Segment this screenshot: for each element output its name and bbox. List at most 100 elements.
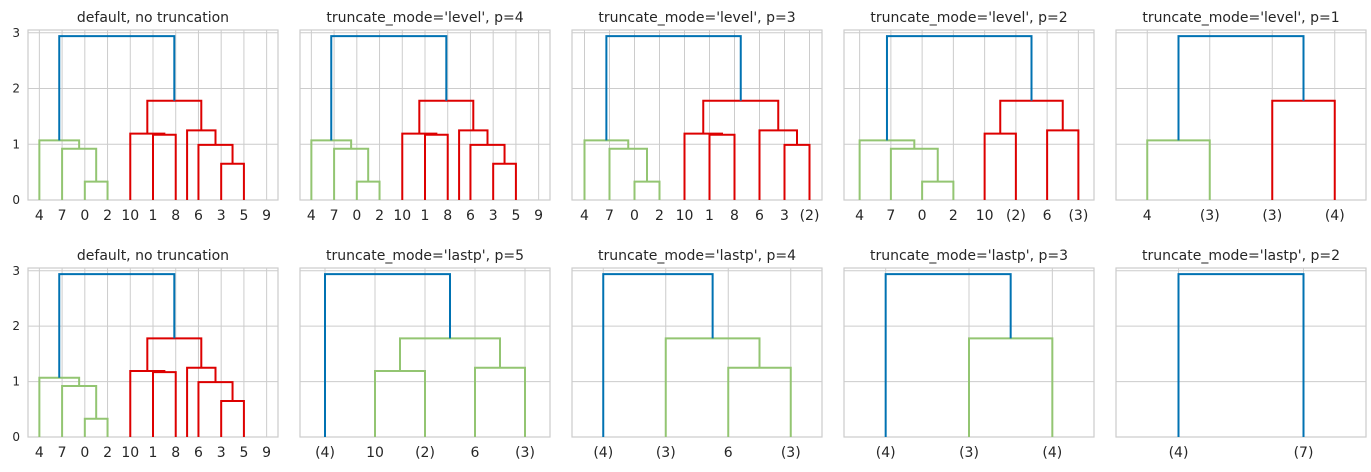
dendrogram-link	[38, 139, 81, 200]
leaf-label: 3	[489, 208, 498, 224]
dendrogram-panel-5: truncate_mode='level', p=1 4 (3) (3) (4)	[1115, 10, 1367, 224]
leaf-label: 4	[35, 445, 44, 461]
dendrogram-link	[884, 273, 1012, 437]
leaf-label: 8	[171, 445, 180, 461]
leaf-label: 10	[676, 208, 694, 224]
dendrogram-link	[186, 129, 217, 200]
dendrogram-panel-7: truncate_mode='lastp', p=5 (4) 10 (2) 6 (3)	[299, 248, 551, 461]
leaf-label: (2)	[415, 445, 435, 461]
leaf-label: 0	[918, 208, 927, 224]
dendrogram-link	[355, 180, 381, 200]
leaf-label: 10	[976, 208, 994, 224]
plot-frame	[843, 29, 1095, 201]
dendrogram-link	[885, 35, 1033, 141]
y-tick-label: 0	[12, 193, 20, 207]
dendrogram-link	[1177, 273, 1305, 437]
dendrogram-link	[83, 417, 109, 437]
dendrogram-link	[220, 399, 245, 437]
leaf-label: 1	[149, 208, 158, 224]
dendrogram-link	[310, 139, 353, 200]
leaf-label: 0	[80, 445, 89, 461]
leaf-label: 2	[103, 445, 112, 461]
dendrogram-link	[152, 133, 177, 200]
leaf-label: 6	[194, 445, 203, 461]
leaf-label: 4	[1143, 208, 1152, 224]
leaf-label: 1	[421, 208, 430, 224]
leaf-label: (4)	[1325, 208, 1345, 224]
dendrogram-panel-4: truncate_mode='level', p=2 4 7 0 2 10 (2) 6 (3)	[843, 10, 1095, 224]
dendrogram-link	[197, 143, 234, 200]
leaf-label: 9	[534, 208, 543, 224]
dendrogram-link	[1177, 35, 1305, 141]
leaf-label: 10	[121, 445, 139, 461]
dendrogram-link	[608, 147, 648, 200]
leaf-label: 6	[1043, 208, 1052, 224]
dendrogram-link	[58, 35, 176, 141]
leaf-label: 5	[511, 208, 520, 224]
leaf-label: 4	[35, 208, 44, 224]
y-tick-label: 2	[12, 82, 20, 96]
dendrogram-link	[469, 143, 506, 200]
plot-frame	[571, 29, 823, 201]
dendrogram-link	[418, 99, 475, 134]
leaf-label: (4)	[315, 445, 335, 461]
dendrogram-link	[474, 366, 526, 437]
leaf-label: (4)	[1042, 445, 1062, 461]
dendrogram-link	[702, 99, 780, 134]
leaf-label: 3	[217, 208, 226, 224]
leaf-label: (3)	[515, 445, 535, 461]
leaf-label: (4)	[1169, 445, 1189, 461]
dendrogram-link	[633, 180, 661, 200]
panel-title: truncate_mode='level', p=2	[870, 10, 1067, 26]
panel-title: truncate_mode='lastp', p=5	[326, 248, 524, 264]
dendrogram-panel-2: truncate_mode='level', p=4 4 7 0 2 10 1 8 6 3 5 9	[299, 10, 551, 224]
dendrogram-link	[146, 337, 203, 372]
y-tick-label: 3	[12, 264, 20, 278]
dendrogram-link	[61, 147, 98, 200]
dendrogram-link	[1271, 99, 1336, 200]
leaf-label: 8	[443, 208, 452, 224]
leaf-label: (2)	[1006, 208, 1026, 224]
leaf-label: 6	[755, 208, 764, 224]
dendrogram-link	[330, 35, 448, 141]
dendrogram-link	[727, 366, 792, 437]
dendrogram-link	[602, 273, 714, 437]
y-tick-label: 2	[12, 319, 20, 333]
leaf-label: 1	[149, 445, 158, 461]
leaf-label: 7	[58, 208, 67, 224]
leaf-label: 6	[466, 208, 475, 224]
leaf-label: 4	[307, 208, 316, 224]
dendrogram-link	[324, 273, 451, 437]
leaf-label: (3)	[1200, 208, 1220, 224]
dendrogram-link	[333, 147, 370, 200]
leaf-label: (3)	[1068, 208, 1088, 224]
dendrogram-link	[424, 133, 449, 200]
dendrogram-link	[708, 133, 736, 200]
leaf-label: (4)	[593, 445, 613, 461]
leaf-label: 3	[780, 208, 789, 224]
plot-frame	[571, 267, 823, 438]
dendrogram-panel-10: truncate_mode='lastp', p=2 (4) (7)	[1115, 248, 1367, 461]
panel-title: truncate_mode='level', p=4	[326, 10, 523, 26]
dendrogram-link	[968, 337, 1054, 437]
dendrogram-link	[129, 370, 166, 437]
panel-title: truncate_mode='level', p=1	[1142, 10, 1339, 26]
leaf-label: 2	[655, 208, 664, 224]
dendrogram-link	[858, 139, 916, 200]
plot-frame	[1115, 29, 1367, 201]
leaf-label: 7	[605, 208, 614, 224]
dendrogram-link	[152, 371, 177, 437]
leaf-label: 5	[239, 445, 248, 461]
leaf-label: (3)	[959, 445, 979, 461]
leaf-label: (2)	[800, 208, 820, 224]
dendrogram-link	[146, 99, 203, 134]
panel-title: default, no truncation	[77, 248, 229, 264]
dendrogram-link	[758, 129, 798, 200]
panel-title: truncate_mode='lastp', p=2	[1142, 248, 1340, 264]
leaf-label: 4	[855, 208, 864, 224]
dendrogram-link	[83, 180, 109, 200]
panel-title: truncate_mode='lastp', p=4	[598, 248, 796, 264]
leaf-label: 2	[375, 208, 384, 224]
